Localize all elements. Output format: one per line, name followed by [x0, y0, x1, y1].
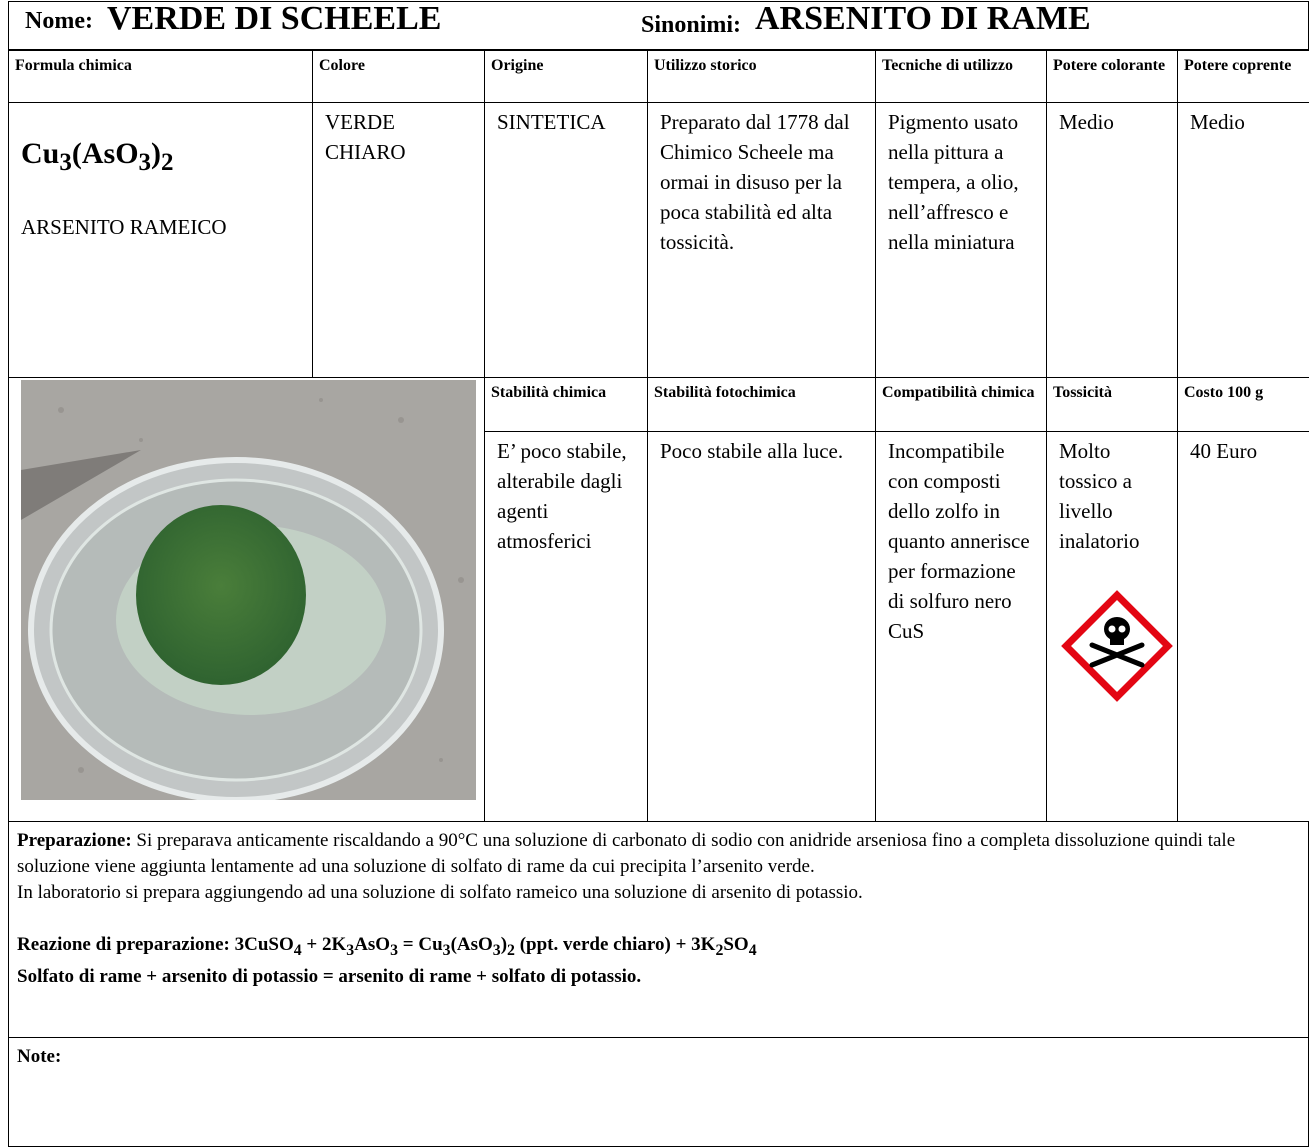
cell: SINTETICA — [484, 102, 648, 378]
formula-part: 3 — [390, 941, 399, 959]
formula-part: 2 — [715, 941, 724, 959]
cell: Medio — [1177, 102, 1309, 378]
cell: Incompatibile con composti dello zolfo i… — [875, 431, 1047, 822]
formula-part: 2 — [507, 941, 515, 959]
note: Note: — [8, 1037, 1309, 1147]
pigment-photo — [21, 380, 476, 800]
image-cell — [8, 377, 485, 822]
column-header: Stabilità chimica — [484, 377, 648, 432]
reaction-label: Reazione di preparazione: — [17, 934, 230, 955]
formula-part: 4 — [748, 941, 757, 959]
formula-part: 3 — [442, 941, 451, 959]
formula: Cu3(AsO3)2 — [21, 139, 300, 178]
formula-part: 3 — [59, 149, 72, 176]
formula-part: 3CuSO — [229, 934, 294, 955]
lab-text: In laboratorio si prepara aggiungendo ad… — [17, 882, 863, 903]
formula-part: + 2K — [301, 934, 347, 955]
name: VERDE DI SCHEELE — [107, 0, 442, 37]
note-label: Note: — [17, 1046, 62, 1067]
cell: Pigmento usato nella pittura a tempera, … — [875, 102, 1047, 378]
cell: Molto tossico a livello inalatorio — [1046, 431, 1178, 822]
formula-part: SO — [723, 934, 749, 955]
column-header: Compatibilità chimica — [875, 377, 1047, 432]
formula-part: (AsO — [450, 934, 493, 955]
preparation: Preparazione: Si preparava anticamente r… — [8, 821, 1309, 1038]
cell: 40 Euro — [1177, 431, 1309, 822]
header: Nome: VERDE DI SCHEELE Sinonimi: ARSENIT… — [8, 0, 1309, 50]
reaction-words: Solfato di rame + arsenito di potassio =… — [17, 965, 642, 987]
formula-part: (ppt. verde chiaro) + 3K — [514, 934, 716, 955]
column-header: Stabilità fotochimica — [647, 377, 876, 432]
formula-cell: Cu3(AsO3)2 ARSENITO RAMEICO — [8, 102, 313, 378]
formula-part: (AsO — [71, 137, 139, 170]
formula-part: 3 — [492, 941, 501, 959]
formula-part: Cu — [21, 137, 60, 170]
column-header: Utilizzo storico — [647, 50, 876, 103]
synonyms: ARSENITO DI RAME — [755, 0, 1091, 37]
formula-part: 3 — [346, 941, 355, 959]
name-label: Nome: — [25, 8, 93, 34]
cell: Poco stabile alla luce. — [647, 431, 876, 822]
cell: E’ poco stabile, alterabile dagli agenti… — [484, 431, 648, 822]
column-header: Formula chimica — [8, 50, 313, 103]
formula-part: 2 — [161, 149, 174, 176]
column-header: Potere coprente — [1177, 50, 1309, 103]
preparation-text: Si preparava anticamente riscaldando a 9… — [17, 830, 1236, 877]
synonyms-label: Sinonimi: — [641, 12, 742, 38]
toxic-pictogram — [1061, 590, 1173, 702]
column-header: Tossicità — [1046, 377, 1178, 432]
cell: Preparato dal 1778 dal Chimico Scheele m… — [647, 102, 876, 378]
formula-part: ) — [500, 934, 508, 955]
formula-part: ) — [151, 137, 162, 170]
column-header: Origine — [484, 50, 648, 103]
formula-part: AsO — [354, 934, 391, 955]
column-header: Tecniche di utilizzo — [875, 50, 1047, 103]
column-header: Costo 100 g — [1177, 377, 1309, 432]
formula-name: ARSENITO RAMEICO — [21, 215, 227, 239]
reaction: 3CuSO4 + 2K3AsO3 = Cu3(AsO3)2 (ppt. verd… — [229, 934, 757, 959]
formula-part: 3 — [138, 149, 152, 176]
cell: Medio — [1046, 102, 1178, 378]
preparation-label: Preparazione: — [17, 830, 132, 851]
column-header: Potere colorante — [1046, 50, 1178, 103]
formula-part: = Cu — [398, 934, 443, 955]
column-header: Colore — [312, 50, 485, 103]
cell: VERDE CHIARO — [312, 102, 485, 378]
formula-part: 4 — [293, 941, 302, 959]
